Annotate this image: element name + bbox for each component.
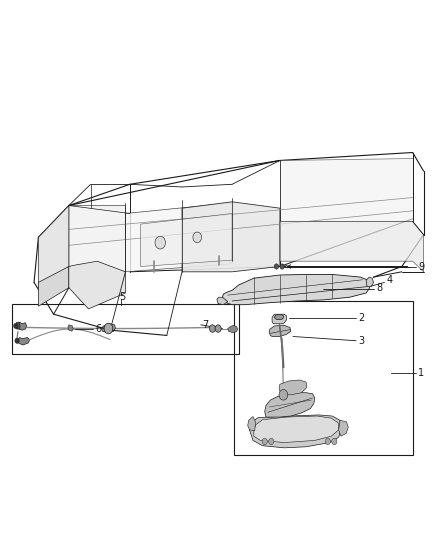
Polygon shape — [125, 203, 232, 272]
Polygon shape — [339, 420, 348, 436]
Polygon shape — [68, 325, 73, 331]
Circle shape — [262, 438, 267, 445]
Circle shape — [104, 323, 113, 334]
Text: 5: 5 — [119, 292, 125, 302]
Polygon shape — [366, 277, 374, 287]
Bar — [12, 304, 239, 354]
Polygon shape — [254, 416, 339, 442]
Polygon shape — [304, 287, 312, 289]
Text: 3: 3 — [358, 336, 364, 346]
Polygon shape — [16, 322, 20, 329]
Polygon shape — [284, 288, 291, 298]
Polygon shape — [294, 287, 302, 289]
Polygon shape — [39, 206, 69, 288]
Circle shape — [14, 323, 18, 328]
Text: 2: 2 — [358, 313, 364, 323]
Polygon shape — [280, 221, 424, 272]
Polygon shape — [280, 158, 413, 221]
Circle shape — [209, 325, 215, 332]
Circle shape — [193, 232, 201, 243]
Polygon shape — [284, 287, 292, 289]
Circle shape — [332, 438, 337, 445]
Polygon shape — [223, 274, 371, 305]
Circle shape — [325, 438, 330, 445]
Polygon shape — [39, 266, 69, 306]
Polygon shape — [69, 206, 125, 272]
Circle shape — [155, 236, 166, 249]
Polygon shape — [69, 261, 125, 309]
Polygon shape — [250, 415, 341, 448]
Polygon shape — [314, 287, 322, 289]
Bar — [234, 301, 413, 455]
Polygon shape — [18, 322, 27, 330]
Circle shape — [279, 390, 288, 400]
Polygon shape — [182, 202, 280, 272]
Text: 1: 1 — [418, 368, 424, 377]
Polygon shape — [141, 214, 232, 266]
Circle shape — [274, 264, 279, 269]
Circle shape — [280, 264, 284, 269]
Polygon shape — [314, 288, 321, 298]
Circle shape — [215, 325, 221, 332]
Polygon shape — [269, 325, 291, 336]
Text: 7: 7 — [202, 320, 209, 330]
Polygon shape — [102, 324, 116, 333]
Polygon shape — [272, 314, 286, 324]
Polygon shape — [275, 315, 283, 319]
Polygon shape — [217, 297, 228, 305]
Polygon shape — [279, 380, 307, 395]
Polygon shape — [248, 417, 255, 431]
Polygon shape — [228, 325, 238, 333]
Polygon shape — [265, 393, 315, 417]
Text: 4: 4 — [387, 274, 393, 285]
Polygon shape — [294, 288, 301, 298]
Text: 9: 9 — [418, 262, 424, 271]
Circle shape — [268, 438, 274, 445]
Polygon shape — [18, 337, 30, 345]
Polygon shape — [304, 288, 311, 298]
Circle shape — [15, 338, 19, 343]
Text: 6: 6 — [95, 324, 101, 334]
Text: 8: 8 — [377, 282, 383, 293]
